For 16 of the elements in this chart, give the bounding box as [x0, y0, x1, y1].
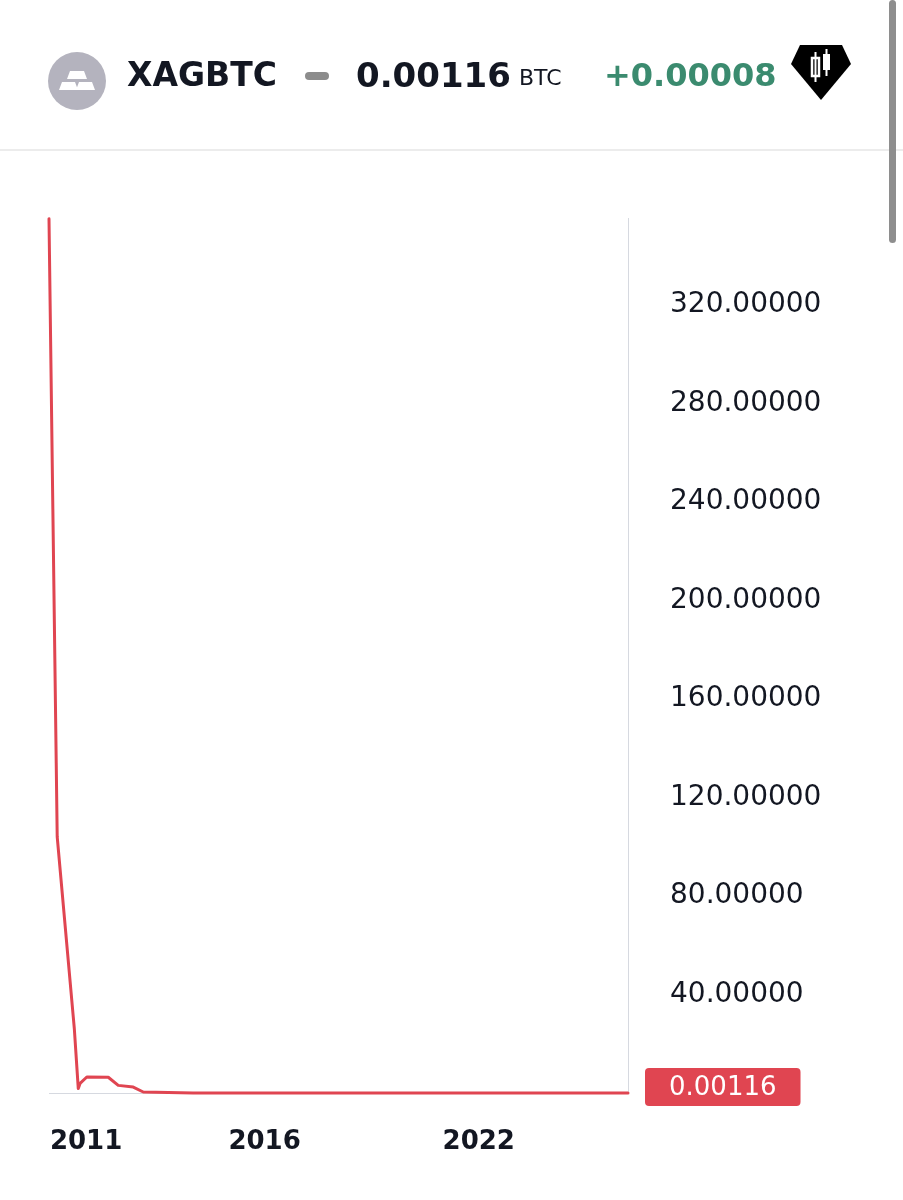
text: 0.00116	[356, 55, 511, 95]
text: BTC	[519, 65, 562, 90]
x-tick-label: 2016	[228, 1125, 301, 1156]
y-tick-label: 120.00000	[670, 778, 822, 812]
chart-title: XAGBTC	[127, 55, 277, 94]
text: +0.00008	[604, 56, 777, 94]
data-label: 0.00116	[669, 1070, 777, 1101]
y-tick-label: 240.00000	[670, 483, 822, 517]
y-tick-label: 80.00000	[670, 877, 804, 911]
y-tick-label: 200.00000	[670, 581, 822, 615]
y-tick-label: 280.00000	[670, 384, 822, 418]
x-tick-label: 2011	[49, 1125, 123, 1156]
y-tick-label: 320.00000	[670, 286, 822, 320]
y-tick-label: 40.00000	[670, 975, 804, 1009]
x-tick-label: 2022	[442, 1125, 515, 1156]
y-tick-label: 160.00000	[670, 680, 822, 714]
